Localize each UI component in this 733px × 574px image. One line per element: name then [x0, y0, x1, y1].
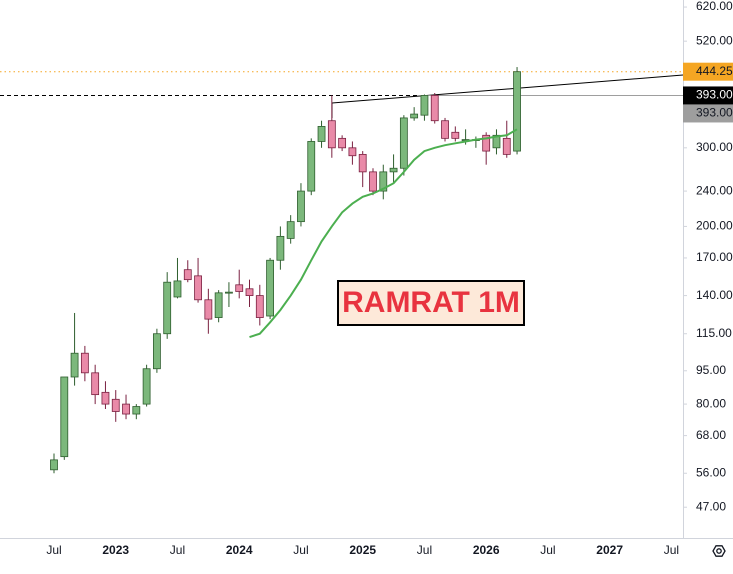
settings-hexagon [712, 545, 726, 557]
plot-area [0, 67, 683, 474]
y-tick-label: 47.00 [696, 499, 726, 513]
candle-body [183, 269, 192, 281]
candle-body [369, 171, 377, 192]
candle-body [111, 398, 120, 412]
candle-body [492, 134, 501, 149]
y-tick-label: 80.00 [696, 396, 726, 410]
title-box [337, 280, 525, 326]
candle-body [91, 372, 100, 396]
candle-body [348, 147, 357, 157]
candle-body [502, 137, 511, 155]
trend-line [331, 74, 684, 104]
y-tick-label: 95.00 [696, 363, 726, 377]
moving-average-line [249, 128, 518, 339]
candle-body [410, 113, 419, 119]
settings-icon[interactable] [712, 545, 726, 557]
candle-body [204, 299, 213, 320]
settings-dot [716, 548, 722, 554]
price-label: 393.00 [696, 106, 733, 120]
x-tick-label: 2024 [226, 543, 253, 557]
candle-body [225, 291, 233, 294]
x-tick-label: 2027 [596, 543, 623, 557]
candle-body [327, 120, 336, 149]
y-tick-label: 68.00 [696, 428, 726, 442]
candle-body [420, 95, 429, 116]
x-tick-label: Jul [540, 543, 555, 557]
candle-body [297, 190, 305, 223]
candle-body [441, 120, 449, 139]
y-tick-label: 520.00 [696, 33, 733, 47]
candle-body [173, 280, 182, 298]
x-tick-label: 2023 [102, 543, 129, 557]
candle-body [70, 352, 79, 378]
candle-body [399, 117, 408, 169]
candle-body [379, 171, 388, 192]
candle-body [286, 221, 295, 239]
candle-body [80, 352, 89, 374]
candle-body [389, 167, 398, 173]
candle-body [513, 71, 521, 152]
y-tick-label: 240.00 [696, 183, 733, 197]
x-tick-label: Jul [664, 543, 679, 557]
y-tick-label: 200.00 [696, 219, 733, 233]
candle-body [142, 368, 151, 405]
candle-body [266, 259, 274, 317]
candle-body [307, 141, 316, 192]
candle-body [101, 391, 110, 405]
candle-body [317, 126, 326, 142]
price-label-box [683, 104, 733, 123]
candle-body [60, 376, 69, 458]
candle-body [235, 284, 244, 292]
candle-body [245, 288, 254, 296]
candle-body [451, 131, 460, 139]
price-label: 393.00 [696, 88, 733, 102]
candle-body [482, 134, 491, 152]
candle-body [358, 153, 367, 173]
price-label-box [683, 62, 733, 81]
candle-body [122, 403, 130, 415]
y-tick-label: 620.00 [696, 0, 733, 13]
x-tick-label: Jul [170, 543, 185, 557]
candle-body [276, 235, 285, 261]
price-label: 444.25 [696, 64, 733, 78]
candle-body [163, 281, 172, 335]
x-tick-label: 2025 [349, 543, 376, 557]
y-tick-label: 170.00 [696, 250, 733, 264]
chart-title: RAMRAT 1M [342, 286, 520, 319]
x-tick-label: Jul [293, 543, 308, 557]
candle-body [194, 275, 202, 301]
x-tick-label: 2026 [473, 543, 500, 557]
y-tick-label: 140.00 [696, 288, 733, 302]
candle-body [152, 333, 161, 370]
y-tick-label: 115.00 [696, 326, 732, 340]
candle-body [132, 406, 141, 415]
y-tick-label: 300.00 [696, 140, 733, 154]
candle-body [430, 95, 439, 122]
candle-body [338, 137, 347, 149]
x-tick-label: Jul [46, 543, 61, 557]
x-tick-label: Jul [417, 543, 432, 557]
candle-body [214, 292, 223, 318]
candle-body [255, 295, 264, 318]
y-tick-label: 56.00 [696, 465, 726, 479]
price-label-box [683, 86, 733, 105]
candle-body [50, 459, 58, 471]
